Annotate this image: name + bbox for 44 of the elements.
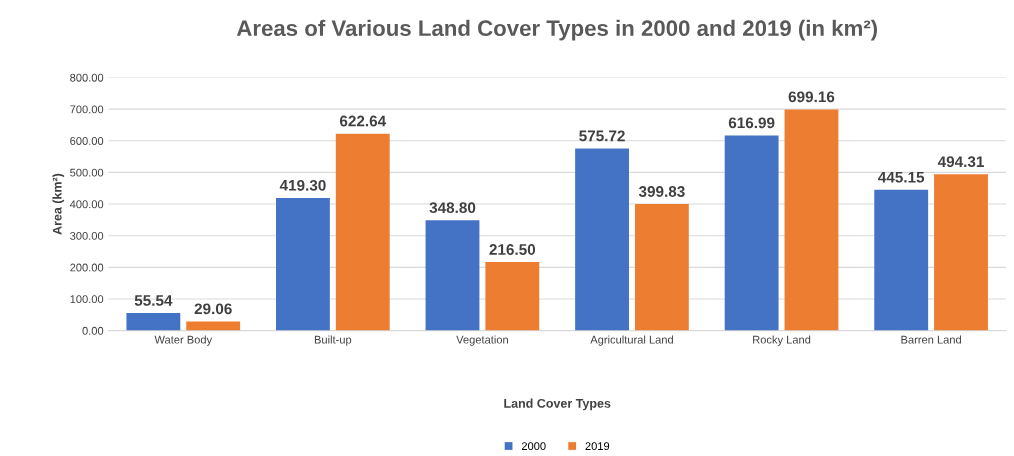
chart-title: Areas of Various Land Cover Types in 2000 and 2019 (in km²) [236, 19, 878, 41]
y-tick-label: 400.00 [69, 200, 104, 209]
y-tick-label: 200.00 [70, 263, 104, 272]
bar [335, 133, 390, 331]
legend-label: 2019 [585, 442, 610, 451]
data-label: 622.64 [339, 115, 387, 127]
bar [934, 174, 988, 331]
bar [126, 313, 181, 331]
bar [575, 148, 629, 331]
x-tick-label: Agricultural Land [590, 335, 673, 346]
y-tick-label: 300.00 [70, 231, 104, 240]
x-tick-label: Water Body [154, 335, 213, 346]
bar [634, 204, 689, 331]
y-tick-label: 0.00 [82, 326, 104, 335]
bar [724, 135, 779, 331]
data-label: 494.31 [937, 156, 984, 168]
data-label: 575.72 [579, 130, 625, 142]
y-tick-label: 800.00 [70, 73, 104, 82]
data-label: 55.54 [134, 295, 173, 306]
x-tick-label: Barren Land [901, 335, 961, 344]
bar [276, 197, 330, 331]
data-label: 348.80 [429, 202, 476, 214]
legend-label: 2000 [521, 442, 546, 451]
bar [874, 189, 929, 331]
data-label: 29.06 [194, 303, 232, 315]
data-label: 445.15 [878, 171, 925, 183]
x-tick-label: Rocky Land [753, 335, 811, 346]
data-label: 616.99 [728, 117, 775, 129]
y-tick-label: 600.00 [70, 137, 104, 145]
y-tick-label: 100.00 [70, 295, 104, 304]
data-label: 419.30 [279, 179, 326, 191]
x-axis-title: Land Cover Types [504, 398, 611, 411]
bar [784, 109, 839, 331]
data-label: 216.50 [489, 244, 536, 255]
x-tick-label: Vegetation [456, 335, 508, 346]
y-tick-label: 500.00 [70, 168, 104, 177]
data-label: 699.16 [788, 91, 835, 103]
y-axis-title: Area (km²) [52, 173, 65, 235]
bar [186, 321, 241, 331]
y-tick-label: 700.00 [70, 105, 104, 114]
x-tick-label: Built-up [314, 335, 352, 346]
bar [425, 220, 480, 331]
data-label: 399.83 [638, 186, 685, 197]
bar [485, 262, 540, 331]
